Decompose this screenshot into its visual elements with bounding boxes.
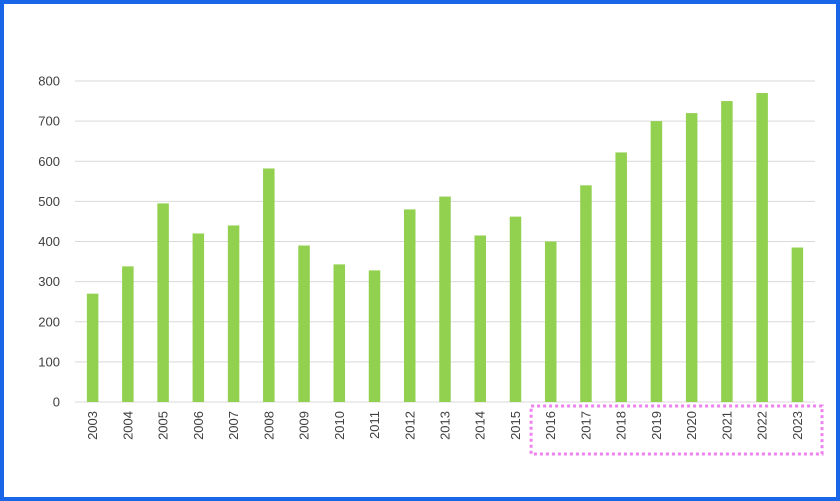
- y-tick-label: 400: [38, 234, 60, 249]
- y-tick-label: 800: [38, 74, 60, 89]
- x-tick-label: 2021: [719, 411, 734, 440]
- x-tick-label: 2005: [156, 411, 171, 440]
- x-axis: 2003 2004 2005 2006 2007 2008 2009 2010 2011 2012…: [85, 411, 805, 440]
- x-tick-label: 2022: [755, 411, 770, 440]
- x-tick-label: 2014: [473, 411, 488, 440]
- x-tick-label: 2018: [614, 411, 629, 440]
- x-tick-label: 2023: [790, 411, 805, 440]
- y-tick-label: 500: [38, 194, 60, 209]
- x-tick-label: 2011: [367, 411, 382, 439]
- x-tick-label: 2020: [684, 411, 699, 440]
- x-tick-label: 2009: [297, 411, 312, 440]
- x-tick-label: 2012: [402, 411, 417, 440]
- x-tick-label: 2004: [120, 411, 135, 440]
- y-tick-label: 0: [53, 395, 60, 410]
- bar: [298, 245, 310, 402]
- x-tick-label: 2003: [85, 411, 100, 440]
- bar: [439, 196, 451, 402]
- bar: [721, 101, 733, 402]
- y-tick-label: 300: [38, 274, 60, 289]
- x-tick-label: 2019: [649, 411, 664, 440]
- y-tick-label: 700: [38, 114, 60, 129]
- x-tick-label: 2008: [261, 411, 276, 440]
- bar: [544, 241, 557, 402]
- bar: [474, 235, 486, 402]
- y-axis: 0 100 200 300 400 500 600 700 800: [38, 74, 60, 410]
- bar: [263, 168, 275, 402]
- x-tick-label: 2013: [438, 411, 453, 440]
- bar: [685, 113, 698, 402]
- y-tick-label: 600: [38, 154, 60, 169]
- x-tick-label: 2006: [191, 411, 206, 440]
- bar: [615, 152, 627, 402]
- highlight-box: [529, 404, 824, 456]
- bar: [157, 203, 169, 402]
- x-tick-label: 2017: [578, 411, 593, 440]
- bar: [756, 93, 768, 402]
- x-tick-label: 2015: [508, 411, 523, 440]
- bar: [580, 185, 592, 402]
- y-tick-label: 100: [38, 354, 60, 369]
- bar: [404, 209, 416, 402]
- bar: [122, 266, 134, 402]
- x-tick-label: 2016: [543, 411, 558, 440]
- bar: [791, 247, 804, 402]
- bar: [368, 270, 381, 402]
- bar: [86, 293, 99, 402]
- bar: [509, 216, 522, 402]
- y-tick-label: 200: [38, 314, 60, 329]
- x-tick-label: 2010: [332, 411, 347, 440]
- bar: [650, 121, 663, 402]
- x-tick-label: 2007: [226, 411, 241, 440]
- bar-series: [86, 93, 804, 402]
- bar: [192, 233, 205, 402]
- bar: [333, 264, 346, 402]
- bar: [227, 225, 240, 402]
